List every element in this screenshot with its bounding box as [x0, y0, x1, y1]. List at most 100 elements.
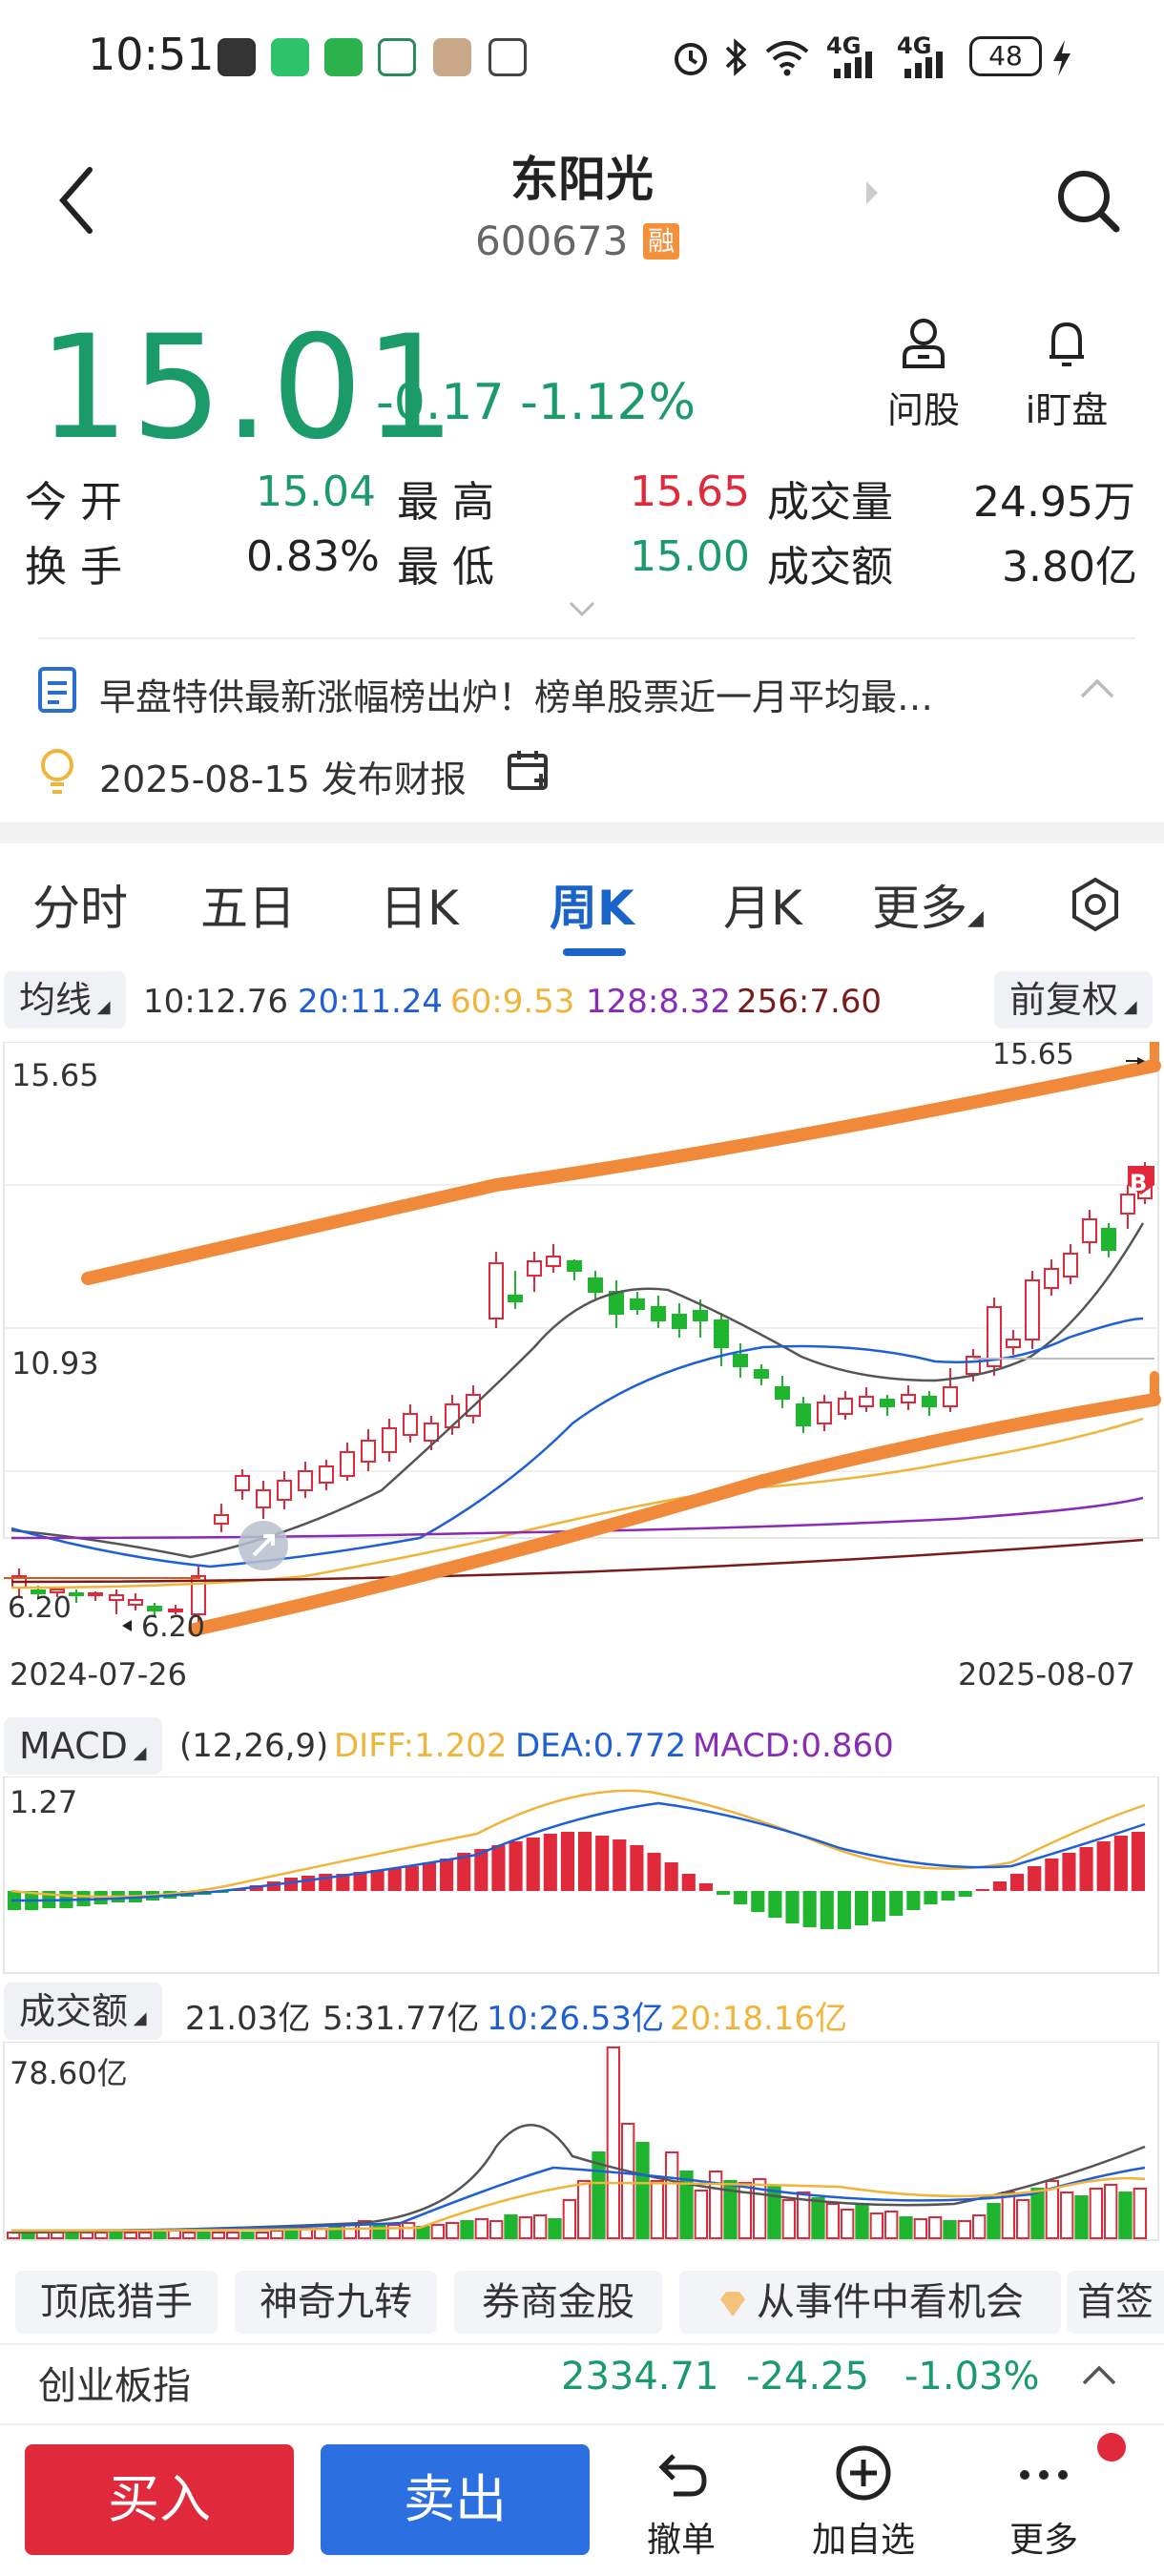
- index-value: 2334.71: [561, 2355, 719, 2399]
- next-stock-icon[interactable]: [863, 177, 882, 208]
- candle-body: [630, 1298, 645, 1310]
- macd-bar: [440, 1859, 454, 1891]
- back-icon[interactable]: [55, 162, 97, 239]
- feature-chip-event[interactable]: 从事件中看机会: [679, 2271, 1061, 2334]
- feature-chip[interactable]: 神奇九转: [235, 2271, 437, 2334]
- stock-code: 600673: [475, 218, 629, 264]
- candle-body: [319, 1465, 334, 1484]
- sell-button[interactable]: 卖出: [321, 2444, 590, 2555]
- active-tab-indicator: [563, 948, 626, 956]
- collapse-icon[interactable]: [1078, 677, 1116, 700]
- macd-bar: [751, 1891, 765, 1912]
- volume-y-top: 78.60亿: [10, 2055, 128, 2091]
- macd-bar: [716, 1891, 731, 1895]
- volume-chart: [3, 2042, 1159, 2241]
- candle-body: [235, 1475, 250, 1491]
- index-name[interactable]: 创业板指: [38, 2364, 191, 2408]
- index-change: -24.25: [746, 2355, 869, 2399]
- search-icon[interactable]: [1051, 164, 1124, 237]
- macd-selector[interactable]: MACD ◢: [4, 1717, 162, 1775]
- volume-bar: [197, 2232, 211, 2239]
- ma10-value: 10:12.76: [143, 983, 289, 1021]
- macd-bar: [509, 1841, 523, 1891]
- macd-bar: [526, 1838, 540, 1891]
- high-value: 15.65: [630, 467, 750, 516]
- macd-bar: [734, 1891, 748, 1904]
- watch-button[interactable]: i盯盘: [1009, 315, 1124, 433]
- feature-chip[interactable]: 券商金股: [454, 2271, 662, 2334]
- volume-bar: [987, 2203, 1001, 2239]
- adjust-selector[interactable]: 前复权 ◢: [994, 971, 1153, 1028]
- candle-body: [880, 1399, 895, 1407]
- candles: [11, 1162, 1153, 1624]
- macd-bar: [785, 1891, 800, 1923]
- kline-chart[interactable]: [0, 1042, 1164, 1652]
- macd-bar: [820, 1891, 834, 1929]
- macd-bar: [975, 1889, 989, 1891]
- volume-bar: [781, 2199, 797, 2239]
- volume-bar: [489, 2220, 504, 2239]
- macd-bar: [336, 1874, 350, 1891]
- volume-bar: [1104, 2184, 1118, 2239]
- macd-bar: [889, 1891, 904, 1916]
- tab-five-day[interactable]: 五日: [200, 881, 296, 936]
- ask-stock-button[interactable]: 问股: [876, 315, 971, 433]
- index-expand-icon[interactable]: [1080, 2364, 1118, 2387]
- ma-selector[interactable]: 均线 ◢: [4, 971, 126, 1028]
- change-value: -0.17: [376, 374, 505, 431]
- expand-icon[interactable]: [567, 599, 597, 618]
- volume-bars: [7, 2046, 1147, 2239]
- candle-body: [567, 1260, 582, 1272]
- candle-body: [796, 1403, 811, 1426]
- volume-bar: [899, 2216, 913, 2239]
- feature-chip[interactable]: 顶底猎手: [15, 2271, 218, 2334]
- settings-icon[interactable]: [1067, 876, 1124, 933]
- candle-body: [488, 1262, 504, 1319]
- candle-body: [88, 1592, 103, 1596]
- news-headline[interactable]: 早盘特供最新涨幅榜出炉！榜单股票近一月平均最…: [99, 676, 934, 718]
- candle-body: [191, 1575, 206, 1615]
- tab-intraday[interactable]: 分时: [32, 881, 128, 936]
- feature-chip[interactable]: 首签: [1067, 2271, 1164, 2334]
- macd-bar: [422, 1862, 437, 1891]
- ma128-value: 128:8.32: [586, 983, 732, 1021]
- tab-daily-k[interactable]: 日K: [380, 881, 459, 936]
- macd-bar: [664, 1862, 678, 1891]
- volume-bar: [825, 2203, 841, 2239]
- candle-body: [775, 1386, 790, 1400]
- volume-bar: [650, 2180, 665, 2239]
- volume-selector[interactable]: 成交额 ◢: [4, 1983, 162, 2040]
- candle-body: [527, 1260, 542, 1277]
- ma60-value: 60:9.53: [450, 983, 575, 1021]
- buy-marker-label: B: [1130, 1170, 1148, 1196]
- low-value: 15.00: [630, 532, 750, 581]
- volume-bar: [343, 2224, 357, 2239]
- macd-bar: [1062, 1853, 1076, 1891]
- tab-weekly-k[interactable]: 周K: [550, 881, 634, 936]
- current-price: 15.01: [38, 305, 458, 471]
- volume-bar: [402, 2222, 416, 2239]
- tab-monthly-k[interactable]: 月K: [723, 881, 802, 936]
- network-type-2: 4G: [897, 32, 932, 59]
- cancel-order-button[interactable]: 撤单: [634, 2442, 729, 2562]
- macd-bar: [854, 1891, 869, 1925]
- battery-icon: 48: [969, 36, 1042, 76]
- watch-label: i盯盘: [1025, 389, 1109, 431]
- lightbulb-icon: [41, 749, 73, 794]
- add-watchlist-button[interactable]: 加自选: [801, 2442, 925, 2562]
- candle-body: [754, 1369, 769, 1379]
- volume-bar: [504, 2214, 518, 2239]
- volume-bar: [167, 2230, 182, 2239]
- candle-body: [508, 1295, 523, 1302]
- tab-more[interactable]: 更多◢: [872, 881, 984, 936]
- more-button[interactable]: 更多: [996, 2442, 1091, 2562]
- macd-bar: [543, 1834, 557, 1891]
- bell-icon: [1050, 322, 1084, 366]
- volume-bar: [255, 2232, 269, 2239]
- calendar-add-icon[interactable]: [506, 748, 551, 794]
- app-notification-icon: [218, 38, 256, 76]
- high-marker: 15.65: [992, 1038, 1074, 1071]
- buy-button[interactable]: 买入: [25, 2444, 294, 2555]
- volume-bar: [1089, 2188, 1103, 2239]
- candle-body: [340, 1451, 355, 1477]
